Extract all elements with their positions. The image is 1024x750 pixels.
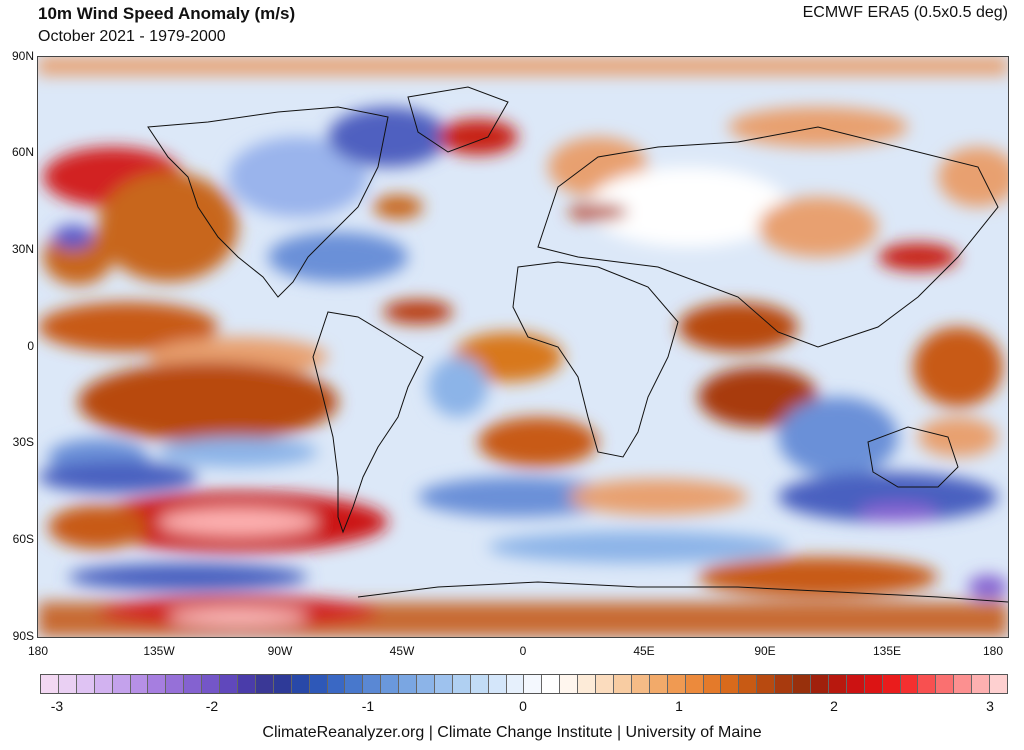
lon-label: 0 <box>519 644 527 658</box>
colorbar-swatch <box>58 675 77 693</box>
colorbar-swatch <box>542 675 561 693</box>
colorbar-swatch <box>506 675 525 693</box>
colorbar-swatch <box>184 675 203 693</box>
colorbar-swatch <box>739 675 758 693</box>
colorbar-tick-label: 0 <box>519 698 527 714</box>
colorbar-swatch <box>882 675 901 693</box>
colorbar-swatch <box>202 675 221 693</box>
colorbar-tick-label: -3 <box>50 698 64 714</box>
lon-label: 180 <box>27 644 49 658</box>
lat-label: 90N <box>11 49 34 63</box>
colorbar-swatch <box>578 675 597 693</box>
colorbar-swatch <box>148 675 167 693</box>
colorbar-swatch <box>775 675 794 693</box>
colorbar-swatch <box>363 675 382 693</box>
data-source-label: ECMWF ERA5 (0.5x0.5 deg) <box>802 4 1008 21</box>
colorbar-swatch <box>703 675 722 693</box>
map-subtitle: October 2021 - 1979-2000 <box>38 28 226 45</box>
lon-label: 45E <box>633 644 655 658</box>
lon-label: 135E <box>872 644 902 658</box>
colorbar-swatch <box>76 675 95 693</box>
anomaly-map-canvas <box>38 57 1008 637</box>
colorbar-swatch <box>488 675 507 693</box>
colorbar-swatch <box>631 675 650 693</box>
lat-label: 60N <box>11 145 34 159</box>
colorbar-swatch <box>900 675 919 693</box>
colorbar-swatch <box>560 675 579 693</box>
colorbar-swatch <box>793 675 811 693</box>
colorbar-tick-label: -2 <box>205 698 219 714</box>
footer-credit-text: ClimateReanalyzer.org | Climate Change I… <box>262 724 762 741</box>
lon-label: 90E <box>754 644 776 658</box>
lon-label: 135W <box>143 644 175 658</box>
colorbar-swatch <box>327 675 346 693</box>
anomaly-map <box>37 56 1009 638</box>
colorbar-swatch <box>828 675 847 693</box>
lat-label: 60S <box>12 532 34 546</box>
colorbar-tick-label: 2 <box>830 698 838 714</box>
colorbar-swatch <box>255 675 274 693</box>
coastlines <box>147 86 1008 603</box>
colorbar-swatch <box>345 675 364 693</box>
colorbar-swatch <box>130 675 149 693</box>
colorbar-swatch <box>954 675 973 693</box>
colorbar-swatch <box>846 675 865 693</box>
colorbar <box>40 674 1008 694</box>
lat-label: 30N <box>11 242 34 256</box>
colorbar-swatch <box>810 675 829 693</box>
anomaly-field <box>38 57 1008 637</box>
lon-label: 180 <box>982 644 1004 658</box>
colorbar-swatch <box>381 675 400 693</box>
lon-label: 45W <box>389 644 415 658</box>
colorbar-swatch <box>614 675 632 693</box>
map-title: 10m Wind Speed Anomaly (m/s) <box>38 4 296 23</box>
colorbar-swatch <box>524 675 543 693</box>
colorbar-swatch <box>936 675 955 693</box>
colorbar-swatch <box>399 675 418 693</box>
footer-credit: ClimateReanalyzer.org | Climate Change I… <box>0 724 1024 742</box>
colorbar-tick-label: 1 <box>675 698 683 714</box>
colorbar-swatch <box>417 675 435 693</box>
colorbar-swatch <box>41 675 59 693</box>
colorbar-tick-label: 3 <box>986 698 994 714</box>
colorbar-swatch <box>112 675 131 693</box>
colorbar-swatch <box>972 675 991 693</box>
colorbar-swatch <box>667 675 686 693</box>
colorbar-swatch <box>721 675 740 693</box>
lat-label: 30S <box>12 435 34 449</box>
colorbar-swatch <box>685 675 704 693</box>
colorbar-swatch <box>434 675 453 693</box>
colorbar-swatch <box>94 675 113 693</box>
colorbar-tick-label: -1 <box>361 698 375 714</box>
lat-label: 90S <box>12 629 34 643</box>
colorbar-swatch <box>990 675 1007 693</box>
lon-label: 90W <box>267 644 293 658</box>
colorbar-swatch <box>452 675 471 693</box>
colorbar-swatch <box>237 675 256 693</box>
colorbar-swatch <box>918 675 937 693</box>
lat-label: 0 <box>27 339 34 353</box>
colorbar-swatch <box>864 675 883 693</box>
colorbar-swatch <box>220 675 238 693</box>
colorbar-swatch <box>596 675 614 693</box>
colorbar-swatch <box>166 675 185 693</box>
colorbar-swatch <box>649 675 668 693</box>
colorbar-swatch <box>757 675 776 693</box>
colorbar-swatch <box>470 675 489 693</box>
colorbar-swatch <box>309 675 328 693</box>
colorbar-swatch <box>291 675 310 693</box>
colorbar-swatch <box>273 675 292 693</box>
